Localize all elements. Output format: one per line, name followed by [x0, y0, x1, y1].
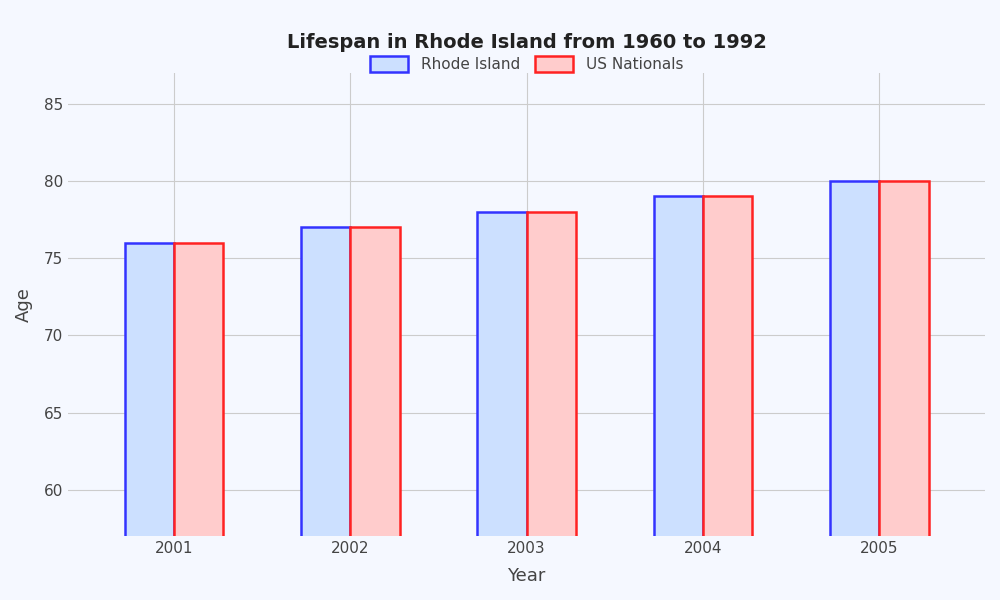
Bar [350, 227, 400, 600]
Bar [301, 227, 350, 600]
Bar [830, 181, 879, 600]
Title: Lifespan in Rhode Island from 1960 to 1992: Lifespan in Rhode Island from 1960 to 19… [287, 33, 767, 52]
Bar [125, 243, 174, 600]
Bar [703, 196, 752, 600]
Legend: Rhode Island, US Nationals: Rhode Island, US Nationals [363, 48, 691, 79]
Bar [654, 196, 703, 600]
Bar [477, 212, 527, 600]
X-axis label: Year: Year [507, 567, 546, 585]
Bar [527, 212, 576, 600]
Bar [174, 243, 223, 600]
Bar [879, 181, 929, 600]
Y-axis label: Age: Age [15, 287, 33, 322]
